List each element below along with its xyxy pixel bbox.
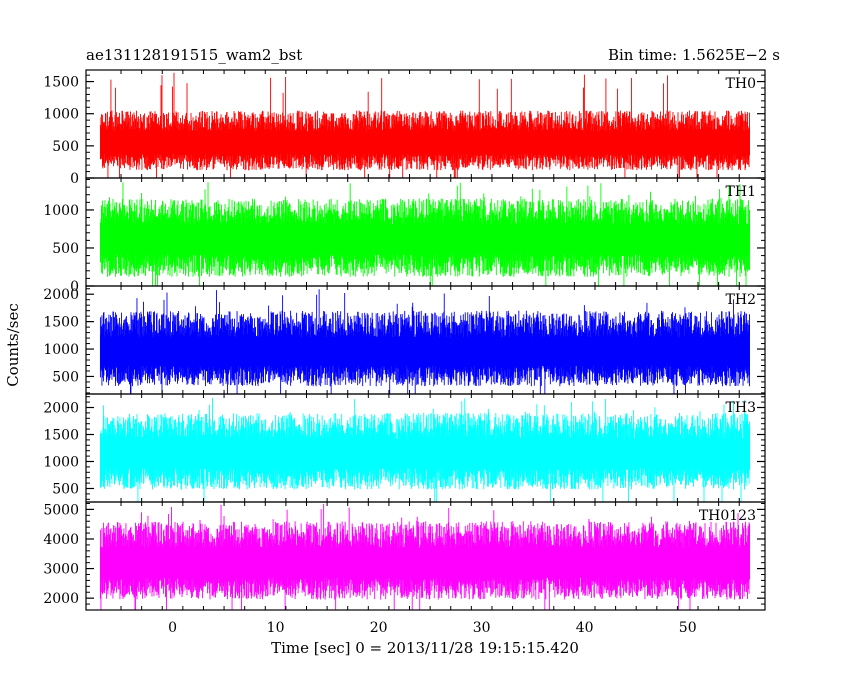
y-tick-label: 1500 xyxy=(43,75,79,91)
panel-th0: 0 500 1000 1500 TH0 xyxy=(43,69,766,187)
y-tick-label: 500 xyxy=(52,139,79,155)
y-tick-label: 1500 xyxy=(43,428,79,444)
panels-group: 0 500 1000 1500 TH0 0 500 1000 TH1 500 1000 1500 200… xyxy=(43,69,766,611)
panel-label-th0123: TH0123 xyxy=(699,508,756,524)
y-axis-label: Counts/sec xyxy=(4,303,22,387)
panel-frame xyxy=(85,501,766,611)
series-th2-line xyxy=(99,289,750,394)
panel-label-th1: TH1 xyxy=(726,184,756,200)
y-tick-label: 1000 xyxy=(43,107,79,123)
y-tick-label: 2000 xyxy=(43,287,79,303)
x-tick-label: 10 xyxy=(267,620,285,636)
panel-th0123: 2000 3000 4000 5000 TH0123 xyxy=(43,501,766,611)
x-axis: 0 10 20 30 40 50 xyxy=(168,620,697,636)
series-th1-line xyxy=(99,182,750,286)
x-tick-label: 40 xyxy=(576,620,594,636)
panel-label-th3: TH3 xyxy=(726,400,756,416)
x-tick-label: 30 xyxy=(473,620,491,636)
panel-th3: 500 1000 1500 2000 TH3 xyxy=(43,393,766,503)
y-tick-label: 1000 xyxy=(43,203,79,219)
y-tick-label: 500 xyxy=(52,482,79,498)
series-th0-line xyxy=(99,72,750,178)
panel-th2: 500 1000 1500 2000 TH2 xyxy=(43,285,766,395)
y-tick-label: 0 xyxy=(70,279,79,295)
y-tick-label: 4000 xyxy=(43,532,79,548)
y-tick-label: 500 xyxy=(52,369,79,385)
y-tick-label: 3000 xyxy=(43,562,79,578)
y-tick-label: 2000 xyxy=(43,591,79,607)
panel-th1: 0 500 1000 TH1 xyxy=(43,177,766,295)
x-tick-label: 0 xyxy=(168,620,177,636)
y-tick-label: 500 xyxy=(52,241,79,257)
y-tick-label: 5000 xyxy=(43,502,79,518)
x-tick-label: 50 xyxy=(679,620,697,636)
series-th0123-line xyxy=(99,504,750,610)
y-tick-label: 2000 xyxy=(43,401,79,417)
series-th3-line xyxy=(99,397,750,502)
chart-title-left: ae131128191515_wam2_bst xyxy=(86,46,302,64)
panel-label-th0: TH0 xyxy=(726,76,756,92)
panel-label-th2: TH2 xyxy=(726,292,756,308)
y-tick-label: 0 xyxy=(70,171,79,187)
y-tick-label: 1500 xyxy=(43,315,79,331)
x-tick-label: 20 xyxy=(370,620,388,636)
chart-title-right: Bin time: 1.5625E−2 s xyxy=(608,46,780,64)
x-axis-label: Time [sec] 0 = 2013/11/28 19:15:15.420 xyxy=(271,639,579,657)
y-tick-label: 1000 xyxy=(43,342,79,358)
y-tick-label: 1000 xyxy=(43,455,79,471)
